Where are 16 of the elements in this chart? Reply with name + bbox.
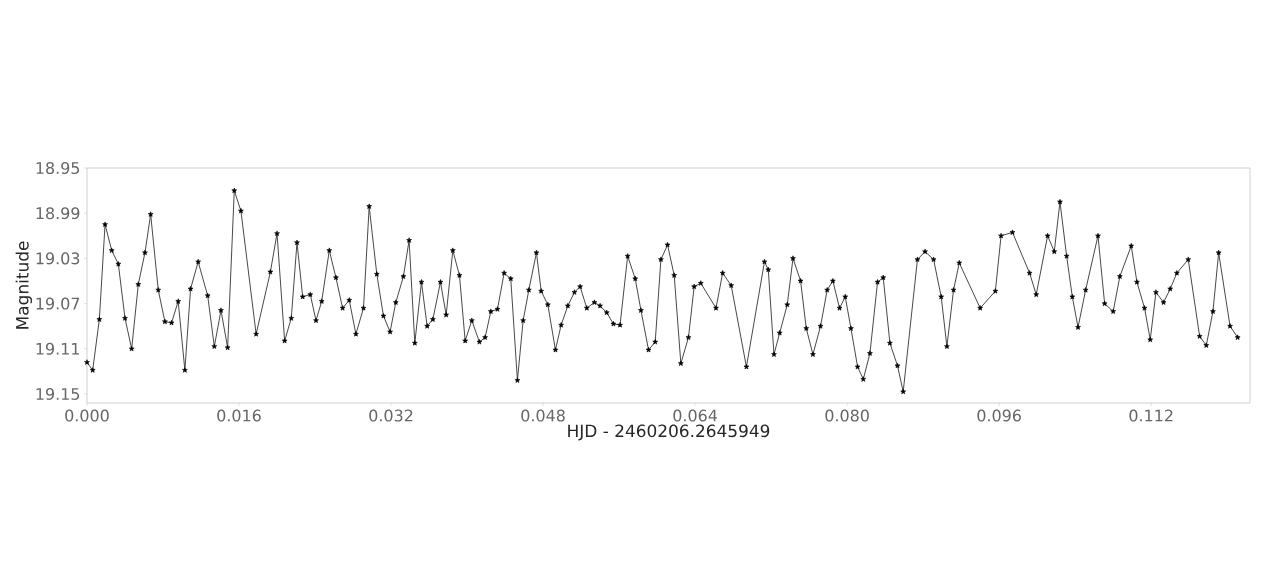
y-axis-title: Magnitude — [15, 241, 32, 329]
y-tick-label: 19.15 — [36, 387, 80, 400]
x-tick-label: 0.016 — [217, 409, 261, 422]
x-tick-label: 0.080 — [825, 409, 869, 422]
x-tick-label: 0.112 — [1129, 409, 1173, 422]
x-tick-label: 0.096 — [977, 409, 1021, 422]
y-tick-label: 19.03 — [36, 252, 80, 265]
x-axis-title: HJD - 2460206.2645949 — [568, 424, 770, 441]
y-tick-label: 19.07 — [36, 297, 80, 310]
x-tick-label: 0.032 — [369, 409, 413, 422]
x-tick-label: 0.000 — [65, 409, 109, 422]
y-tick-label: 18.99 — [36, 207, 80, 220]
x-tick-label: 0.048 — [521, 409, 565, 422]
x-tick-label: 0.064 — [673, 409, 718, 422]
y-tick-label: 18.95 — [36, 161, 80, 175]
y-tick-label: 19.11 — [36, 342, 79, 355]
